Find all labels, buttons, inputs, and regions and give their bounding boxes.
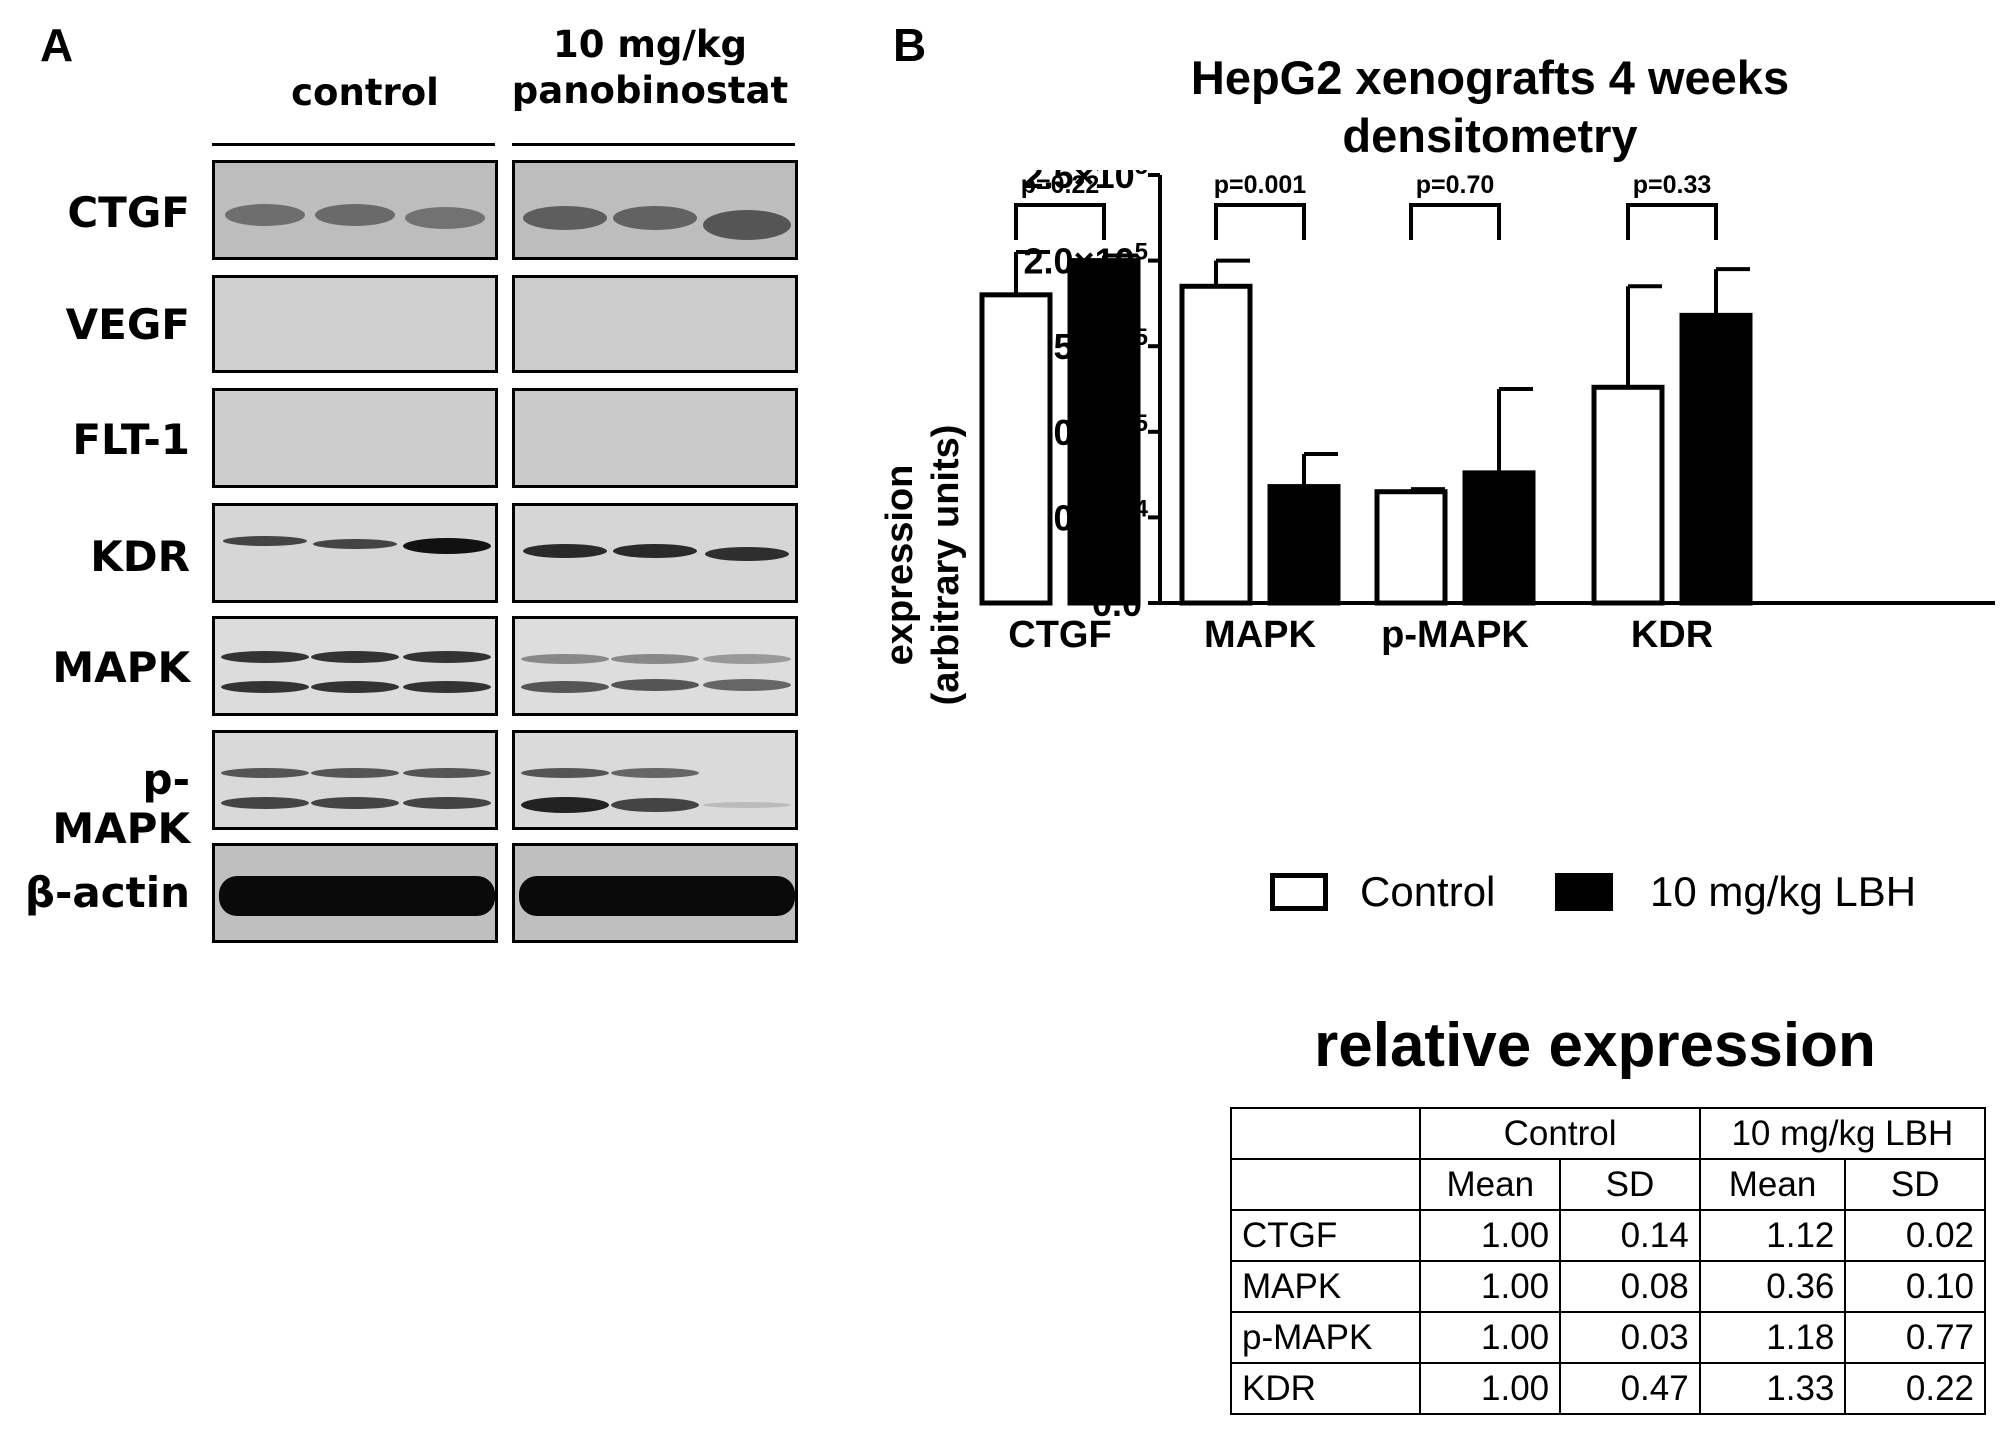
blot-ctgf-control xyxy=(212,160,498,260)
legend-label-control: Control xyxy=(1360,868,1496,915)
table-row-label: MAPK xyxy=(1229,1260,1422,1313)
row-label-kdr: KDR xyxy=(90,532,190,581)
group-label-treated-line1: 10 mg/kg xyxy=(552,23,747,66)
relative-expression-table: Control 10 mg/kg LBH Mean SD Mean SD CTG… xyxy=(1229,1107,1987,1415)
table-subheader-cell: Mean xyxy=(1419,1158,1562,1211)
bar-treated xyxy=(1067,258,1141,606)
table-subheader-cell: Mean xyxy=(1698,1158,1847,1211)
table-cell: 0.10 xyxy=(1844,1260,1986,1313)
blot-mapk-treated xyxy=(512,616,798,716)
table-cell: 0.02 xyxy=(1844,1209,1986,1262)
blot-flt1-control xyxy=(212,388,498,488)
significance-bracket xyxy=(1626,203,1718,240)
table-row: KDR 1.00 0.47 1.33 0.22 xyxy=(1229,1362,1986,1415)
blot-vegf-treated xyxy=(512,275,798,373)
panel-a-letter: A xyxy=(40,19,74,71)
significance-bracket xyxy=(1014,203,1106,240)
significance-bracket xyxy=(1409,203,1501,240)
blot-p-mapk-control xyxy=(212,730,498,830)
table-cell: 0.14 xyxy=(1559,1209,1701,1262)
legend-swatch-control xyxy=(1270,873,1328,911)
table-cell: 1.00 xyxy=(1419,1260,1562,1313)
table-subheader-row: Mean SD Mean SD xyxy=(1229,1158,1986,1211)
row-label-beta-actin: β-actin xyxy=(24,868,190,917)
table-row-label: KDR xyxy=(1229,1362,1422,1415)
treated-group-rule xyxy=(512,143,795,146)
table-title: relative expression xyxy=(1314,1011,1876,1080)
x-tick-label: p-MAPK xyxy=(1381,614,1529,656)
blot-kdr-treated xyxy=(512,503,798,603)
table-row-label: p-MAPK xyxy=(1229,1311,1422,1364)
table-header-row: Control 10 mg/kg LBH xyxy=(1229,1107,1987,1160)
p-value-label: p=0.001 xyxy=(1214,171,1307,199)
table-group-header-treated: 10 mg/kg LBH xyxy=(1698,1107,1987,1160)
panel-b-letter: B xyxy=(893,19,927,71)
control-group-rule xyxy=(212,143,495,146)
blot-ctgf-treated xyxy=(512,160,798,260)
table-cell: 0.47 xyxy=(1559,1362,1701,1415)
table-cell: 1.00 xyxy=(1419,1209,1562,1262)
table-cell: 1.18 xyxy=(1698,1311,1847,1364)
chart-title-line1: HepG2 xenografts 4 weeks xyxy=(1190,51,1790,104)
x-tick-label: MAPK xyxy=(1204,614,1316,656)
significance-bracket xyxy=(1214,203,1306,240)
blot-kdr-control xyxy=(212,503,498,603)
y-axis-label-line2: (arbitrary units) xyxy=(925,425,967,706)
table-group-header-control: Control xyxy=(1419,1107,1701,1160)
table-row: p-MAPK 1.00 0.03 1.18 0.77 xyxy=(1229,1311,1986,1364)
x-tick-label: CTGF xyxy=(1008,614,1111,656)
p-value-label: p=0.70 xyxy=(1416,171,1495,199)
y-axis-label-line1: expression xyxy=(880,465,921,666)
group-label-treated-line2: panobinostat xyxy=(511,69,789,112)
p-value-label: p=0.33 xyxy=(1633,171,1712,199)
table-cell: 0.03 xyxy=(1559,1311,1701,1364)
table-row-label: CTGF xyxy=(1229,1209,1422,1262)
y-tick-label: 2.5×105 xyxy=(1024,170,1148,196)
group-label-control: control xyxy=(291,71,439,114)
bar-control xyxy=(1179,283,1253,606)
blot-beta-actin-control xyxy=(212,843,498,943)
x-tick-label: KDR xyxy=(1631,614,1713,656)
bar-control xyxy=(979,292,1053,606)
legend-label-treated: 10 mg/kg LBH xyxy=(1650,868,1917,915)
table-corner-cell xyxy=(1229,1158,1422,1211)
table-subheader-cell: SD xyxy=(1559,1158,1701,1211)
bar-treated xyxy=(1267,484,1341,606)
table-cell: 1.00 xyxy=(1419,1362,1562,1415)
blot-mapk-control xyxy=(212,616,498,716)
table-row: CTGF 1.00 0.14 1.12 0.02 xyxy=(1229,1209,1986,1262)
row-label-ctgf: CTGF xyxy=(67,188,190,237)
blot-vegf-control xyxy=(212,275,498,373)
row-label-mapk: MAPK xyxy=(52,643,190,692)
table-cell: 1.33 xyxy=(1698,1362,1847,1415)
table-cell: 0.77 xyxy=(1844,1311,1986,1364)
bar-treated xyxy=(1679,312,1753,606)
blot-p-mapk-treated xyxy=(512,730,798,830)
bar-control xyxy=(1374,489,1448,606)
p-value-label: p=0.22 xyxy=(1021,171,1100,199)
legend-swatch-treated xyxy=(1555,873,1613,911)
row-label-flt1: FLT-1 xyxy=(72,415,190,464)
table-cell: 1.00 xyxy=(1419,1311,1562,1364)
table-cell: 0.22 xyxy=(1844,1362,1986,1415)
table-row: MAPK 1.00 0.08 0.36 0.10 xyxy=(1229,1260,1986,1313)
row-label-vegf: VEGF xyxy=(65,300,190,349)
table-cell: 0.36 xyxy=(1698,1260,1847,1313)
chart-title-line2: densitometry xyxy=(1342,109,1638,162)
table-cell: 1.12 xyxy=(1698,1209,1847,1262)
bar-treated xyxy=(1462,470,1536,606)
row-label-p-mapk: p-MAPK xyxy=(52,755,190,853)
bar-control xyxy=(1591,384,1665,606)
bar-chart: expression (arbitrary units) 0.05.0×1041… xyxy=(880,170,1995,706)
table-corner-cell xyxy=(1229,1107,1422,1160)
table-subheader-cell: SD xyxy=(1844,1158,1986,1211)
blot-beta-actin-treated xyxy=(512,843,798,943)
blot-flt1-treated xyxy=(512,388,798,488)
table-cell: 0.08 xyxy=(1559,1260,1701,1313)
